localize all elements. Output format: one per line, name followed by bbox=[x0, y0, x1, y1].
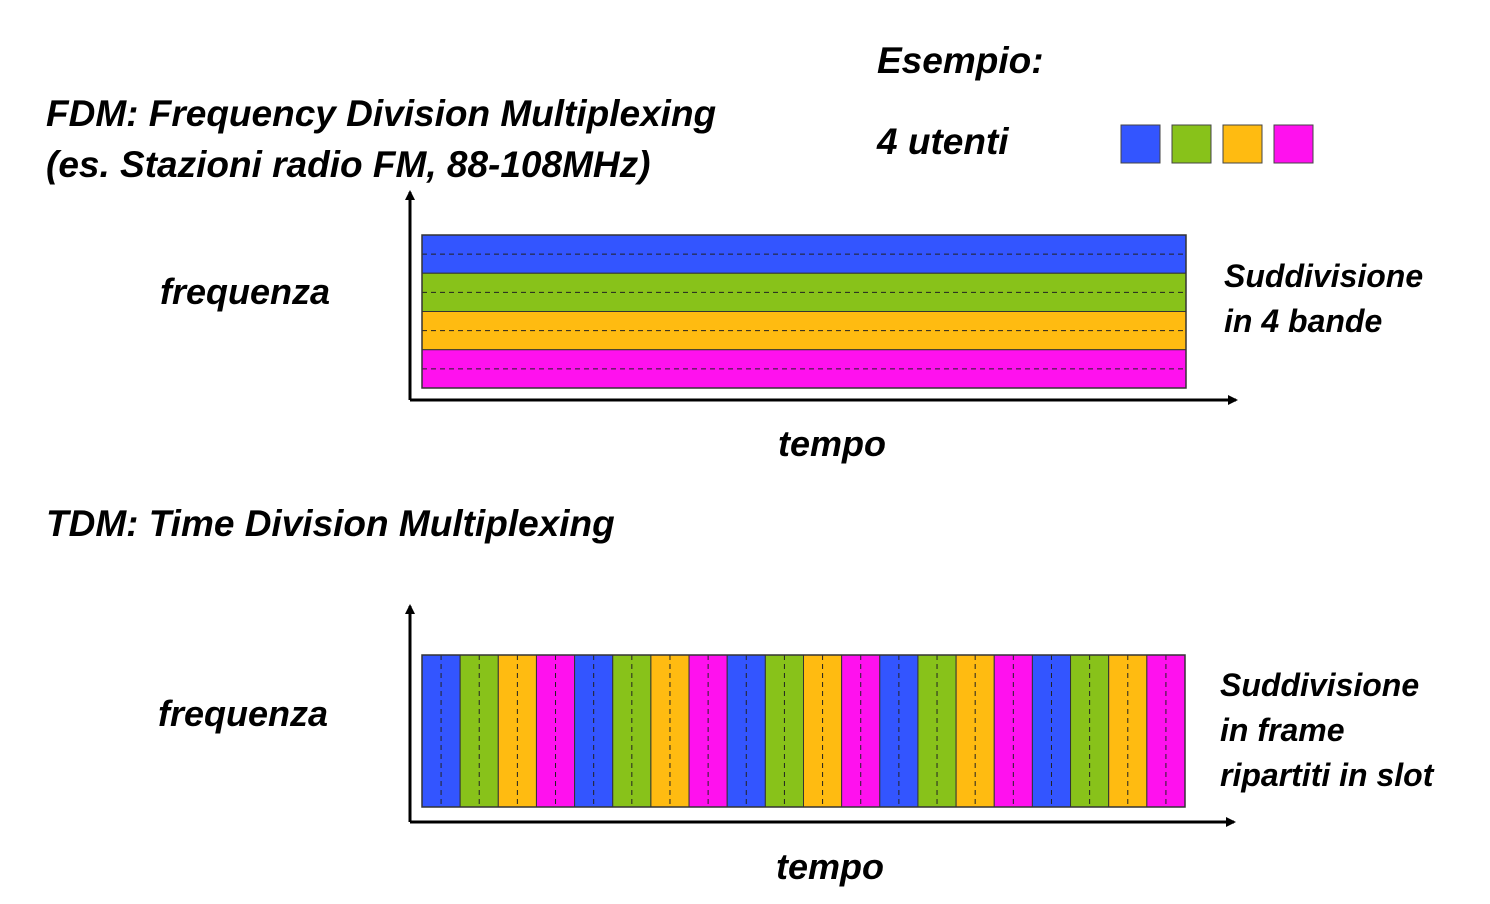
example-label: Esempio: bbox=[877, 40, 1044, 81]
users-label: 4 utenti bbox=[877, 121, 1009, 162]
tdm-note: Suddivisione in frame ripartiti in slot bbox=[1220, 663, 1433, 798]
tdm-x-label: tempo bbox=[776, 846, 884, 887]
fdm-bands bbox=[421, 234, 1187, 389]
fdm-note-line1: Suddivisione bbox=[1224, 258, 1424, 294]
user-legend bbox=[1120, 124, 1314, 164]
legend-swatch-2 bbox=[1171, 124, 1212, 164]
tdm-note-line3: ripartiti in slot bbox=[1220, 757, 1434, 793]
tdm-frame bbox=[421, 654, 1186, 808]
fdm-title: FDM: Frequency Division Multiplexing bbox=[46, 93, 717, 134]
tdm-note-line2: in frame bbox=[1220, 712, 1345, 748]
fdm-note: Suddivisione in 4 bande bbox=[1224, 254, 1423, 344]
fdm-x-label: tempo bbox=[778, 423, 886, 464]
fdm-subtitle: (es. Stazioni radio FM, 88-108MHz) bbox=[46, 144, 651, 185]
tdm-y-label: frequenza bbox=[158, 693, 329, 734]
tdm-note-line1: Suddivisione bbox=[1220, 667, 1420, 703]
fdm-note-line2: in 4 bande bbox=[1224, 303, 1383, 339]
tdm-slots bbox=[421, 654, 1186, 808]
legend-swatch-4 bbox=[1273, 124, 1314, 164]
tdm-title: TDM: Time Division Multiplexing bbox=[46, 503, 615, 544]
fdm-frame bbox=[421, 234, 1187, 389]
legend-swatch-1 bbox=[1120, 124, 1161, 164]
fdm-y-label: frequenza bbox=[160, 271, 331, 312]
legend-swatch-3 bbox=[1222, 124, 1263, 164]
